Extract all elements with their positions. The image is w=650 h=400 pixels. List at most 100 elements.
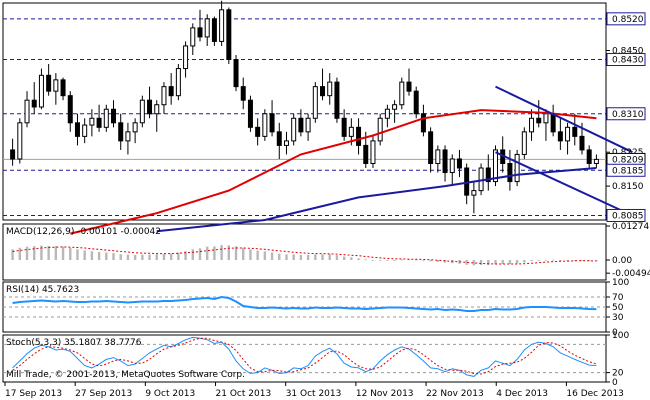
date-label: 17 Sep 2013	[5, 389, 62, 399]
date-label: 9 Oct 2013	[145, 389, 195, 399]
macd-bar	[119, 254, 122, 260]
candle-body	[46, 74, 52, 92]
rsi-line	[12, 295, 597, 312]
macd-bar	[83, 250, 86, 260]
candle-body	[60, 79, 66, 97]
candle-body	[341, 117, 347, 137]
macd-title: MACD(12,26,9) -0.00101 -0.00042	[6, 227, 161, 237]
candle-body	[298, 117, 304, 133]
candle-body	[334, 81, 340, 119]
date-label: 21 Oct 2013	[216, 389, 272, 399]
macd-bar	[126, 254, 130, 260]
candle-body	[74, 122, 80, 137]
stoch-axis-label: 20	[612, 369, 624, 379]
candle-body	[420, 113, 426, 133]
candle-body	[89, 117, 95, 126]
candle-body	[183, 45, 189, 70]
macd-bar	[69, 248, 72, 260]
candle-body	[111, 108, 117, 124]
channel-line	[495, 85, 633, 154]
candle-body	[103, 108, 109, 128]
macd-bar	[141, 254, 144, 260]
macd-bar	[25, 246, 29, 260]
macd-bar	[18, 247, 22, 260]
date-label: 27 Sep 2013	[75, 389, 132, 399]
rsi-axis-label: 30	[612, 313, 624, 323]
macd-bar	[90, 251, 94, 260]
macd-bar	[378, 260, 382, 261]
macd-bar	[105, 252, 108, 260]
macd-bar	[33, 246, 36, 260]
candle-body	[96, 117, 102, 128]
panel-frame-macd	[2, 223, 607, 281]
channel-line	[495, 151, 633, 217]
panel-frame-main	[2, 2, 607, 221]
macd-bar	[97, 252, 101, 260]
candle-body	[572, 126, 578, 137]
stoch-axis-label: 0	[612, 378, 618, 388]
price-label: 0.8085	[612, 211, 644, 221]
macd-bar	[587, 260, 591, 262]
candle-body	[471, 190, 477, 196]
candle-body	[240, 86, 246, 101]
candle-body	[356, 126, 362, 146]
macd-bar	[429, 260, 432, 262]
candle-body	[442, 149, 448, 174]
macd-bar	[357, 258, 360, 260]
macd-bar	[213, 246, 216, 260]
macd-bar	[292, 254, 295, 260]
candle-body	[204, 18, 210, 38]
candle-body	[593, 158, 599, 164]
panel-frame-stoch	[2, 334, 607, 383]
macd-bar	[249, 249, 252, 260]
candle-body	[312, 86, 318, 119]
macd-bar	[350, 257, 353, 260]
date-axis: 17 Sep 2013 27 Sep 2013 9 Oct 2013 21 Oct 2…	[4, 382, 624, 399]
candle-body	[428, 131, 434, 164]
candle-body	[31, 99, 37, 108]
candle-body	[226, 9, 232, 61]
candle-body	[197, 27, 203, 38]
macd-bar	[162, 253, 166, 260]
candle-body	[565, 126, 571, 142]
macd-bar	[494, 260, 497, 265]
macd-bar	[465, 260, 468, 265]
price-label: 0.8209	[612, 155, 644, 165]
macd-bar	[148, 254, 151, 260]
copyright-text: Mill Trade, © 2001-2013, MetaQuotes Soft…	[6, 370, 245, 380]
stoch-title: Stoch(5,3,3) 35.1807 38.7776	[6, 338, 142, 348]
candle-body	[262, 113, 268, 137]
price-label: 0.8450	[612, 46, 644, 56]
macd-bar	[573, 260, 576, 261]
macd-bar	[321, 254, 324, 260]
macd-bar	[537, 260, 540, 261]
candle-body	[586, 149, 592, 164]
macd-bar	[299, 254, 303, 260]
macd-bar	[335, 255, 339, 260]
price-label: 0.8150	[612, 182, 644, 192]
candle-body	[139, 99, 145, 124]
candle-body	[211, 18, 217, 42]
price-label: 0.8520	[612, 15, 644, 25]
macd-bar	[270, 252, 274, 260]
macd-bar	[371, 260, 375, 261]
candle-body	[168, 86, 174, 97]
candle-body	[154, 104, 160, 115]
candle-body	[514, 153, 520, 183]
price-label: 0.8310	[612, 110, 644, 120]
candle-body	[147, 99, 153, 115]
macd-bar	[256, 250, 259, 260]
candle-body	[550, 113, 556, 133]
moving-average-line	[70, 109, 597, 235]
candle-body	[276, 131, 282, 146]
level-price-box	[606, 208, 646, 222]
candle-body	[161, 86, 167, 106]
stoch-signal-line	[12, 337, 597, 375]
macd-bar	[242, 247, 245, 260]
candle-body	[233, 59, 239, 88]
candle-body	[492, 149, 498, 183]
macd-bar	[184, 251, 187, 260]
macd-bar	[443, 260, 447, 263]
macd-bar	[263, 251, 267, 260]
